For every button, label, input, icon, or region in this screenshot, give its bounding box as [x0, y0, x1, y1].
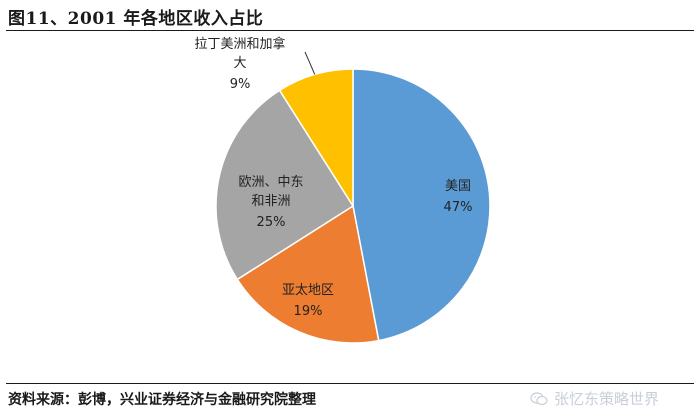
slice-category-label: 大	[233, 56, 246, 71]
slice-value-label: 25%	[257, 215, 286, 230]
slice-value-label: 47%	[444, 200, 473, 215]
pie-slices	[215, 68, 491, 344]
slice-value-label: 9%	[230, 77, 251, 92]
slice-category-label: 拉丁美洲和加拿	[194, 36, 285, 52]
slice-category-label: 和非洲	[251, 194, 290, 209]
slice-value-label: 19%	[294, 304, 323, 319]
pie-slice	[236, 204, 380, 344]
slice-category-label: 欧洲、中东	[238, 175, 303, 190]
slice-category-label: 亚太地区	[282, 283, 334, 298]
pie-slice	[352, 68, 491, 342]
figure-title: 图11、2001 年各地区收入占比	[8, 9, 264, 29]
watermark-text: 张忆东策略世界	[554, 390, 660, 408]
title-divider	[6, 30, 694, 31]
watermark: 张忆东策略世界	[530, 388, 659, 409]
slice-category-label: 美国	[445, 179, 471, 194]
leader-line	[304, 51, 316, 75]
source-divider	[6, 383, 694, 384]
source-note: 资料来源：彭博，兴业证券经济与金融研究院整理	[8, 392, 316, 408]
wechat-icon	[530, 391, 548, 405]
pie-slice	[215, 89, 355, 281]
leader-lines	[304, 51, 316, 75]
